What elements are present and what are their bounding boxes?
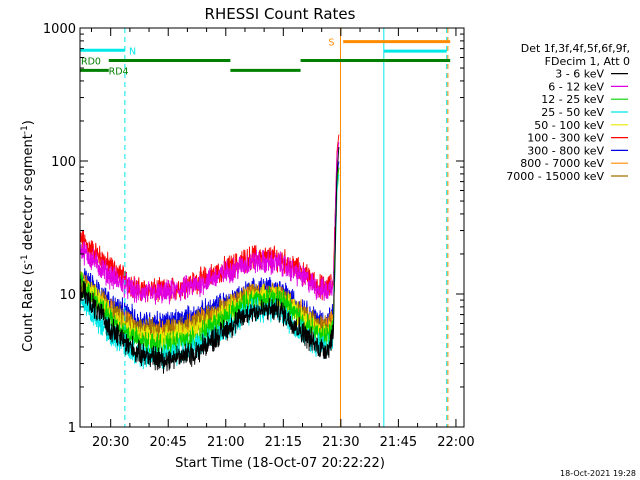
y-tick-label: 1000 xyxy=(43,22,76,37)
legend-entry-label: 25 - 50 keV xyxy=(541,106,604,119)
state-bar-label: RD4 xyxy=(109,66,129,77)
legend-entry-label: 6 - 12 keV xyxy=(548,80,604,93)
x-tick-label: 21:15 xyxy=(265,435,302,450)
legend-entry-label: 50 - 100 keV xyxy=(534,119,604,132)
x-tick-label: 20:45 xyxy=(149,435,186,450)
x-axis-label: Start Time (18-Oct-07 20:22:22) xyxy=(175,456,385,471)
x-tick-label: 21:45 xyxy=(380,435,417,450)
y-tick-label: 10 xyxy=(59,288,76,303)
y-axis-label-sup1: -1 xyxy=(20,254,30,263)
legend-entry-label: 800 - 7000 keV xyxy=(520,157,604,170)
y-axis-label-main: Count Rate (s xyxy=(21,263,36,352)
legend-entry-label: 3 - 6 keV xyxy=(555,68,604,81)
x-tick-label: 22:00 xyxy=(437,435,474,450)
series-curves xyxy=(80,134,340,374)
y-axis-label-mid: detector segment xyxy=(21,134,36,254)
y-axis-label-end: ) xyxy=(21,120,36,125)
series-line xyxy=(80,146,340,374)
legend-entry-label: 12 - 25 keV xyxy=(541,93,604,106)
x-tick-label: 21:30 xyxy=(322,435,359,450)
x-tick-label: 20:30 xyxy=(92,435,129,450)
x-axis-ticks: 20:30 20:45 21:00 21:15 21:30 21:45 22:00 xyxy=(91,28,475,450)
timestamp: 18-Oct-2021 19:28 xyxy=(560,469,636,478)
legend: Det 1f,3f,4f,5f,6f,9f,FDecim 1, Att 03 -… xyxy=(506,42,630,183)
plot-frame xyxy=(79,27,465,428)
state-bar-label: S xyxy=(328,38,334,49)
legend-entry-label: 300 - 800 keV xyxy=(527,144,604,157)
legend-entry-label: 7000 - 15000 keV xyxy=(506,170,604,183)
x-tick-label: 21:00 xyxy=(207,435,244,450)
y-axis-label-sup2: -1 xyxy=(20,125,30,134)
state-bars: N RD0 RD4 S xyxy=(80,38,451,77)
state-bar-label: RD0 xyxy=(81,56,101,67)
y-tick-label: 1 xyxy=(68,421,76,436)
y-tick-label: 100 xyxy=(51,155,76,170)
legend-header: FDecim 1, Att 0 xyxy=(545,55,630,68)
y-axis-ticks: 1 10 100 1000 xyxy=(43,22,464,436)
state-bar-label: N xyxy=(129,46,136,57)
vertical-marker-lines xyxy=(79,28,449,427)
legend-header: Det 1f,3f,4f,5f,6f,9f, xyxy=(521,42,630,55)
series-line xyxy=(80,142,340,305)
chart-title: RHESSI Count Rates xyxy=(205,5,356,23)
legend-entry-label: 100 - 300 keV xyxy=(527,132,604,145)
y-axis-label: Count Rate (s-1 detector segment-1) xyxy=(20,120,36,352)
